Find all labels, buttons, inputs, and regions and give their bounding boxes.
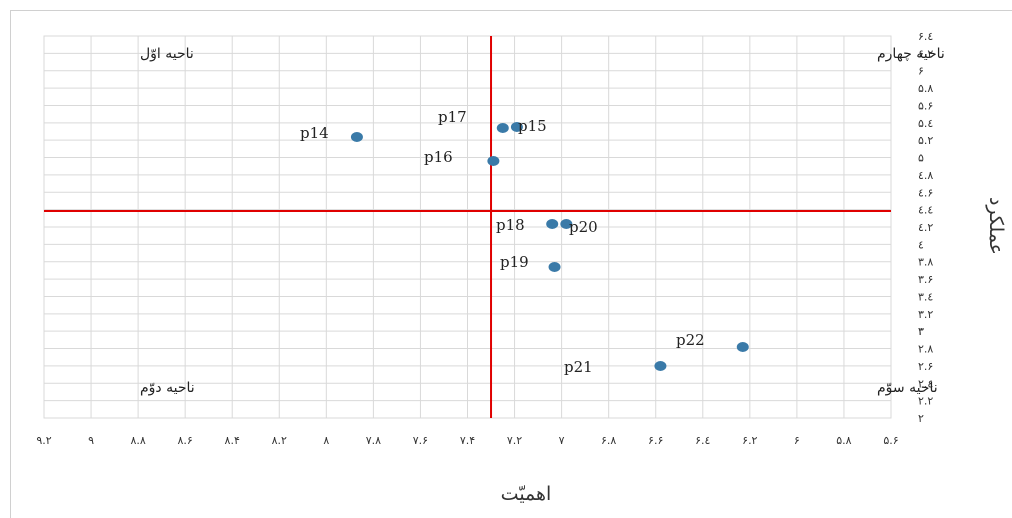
- y-tick-label: ۵.٤: [918, 117, 933, 130]
- y-tick-label: ۲.۲: [918, 395, 933, 408]
- y-tick-label: ٤: [918, 238, 924, 251]
- x-tick-label: ۶.۸: [601, 434, 616, 447]
- data-point-p16: [487, 156, 500, 166]
- quadrant-label-top-right: ناحیه چهارم: [877, 46, 945, 62]
- y-tick-label: ۲.۶: [918, 360, 933, 373]
- data-point-p22: [736, 342, 749, 352]
- y-axis-ticks: ۶.٤ ۶.۲ ۶ ۵.۸ ۵.۶ ۵.٤ ۵.۲ ۵ ٤.۸ ٤.۶ ٤.٤ ٤.۲ ٤ ۳.۸ ۳.۶ ۳…: [918, 30, 933, 425]
- y-tick-label: ۵.۲: [918, 134, 933, 147]
- y-tick-label: ۲.٤: [918, 377, 933, 390]
- y-tick-label: ۶.٤: [918, 30, 933, 43]
- x-tick-label: ۸.۶: [178, 434, 193, 447]
- y-tick-label: ۳.٤: [918, 290, 933, 303]
- x-tick-label: ۸.۲: [272, 434, 287, 447]
- data-point-p20: [560, 219, 573, 229]
- x-tick-label: ۹.۲: [36, 434, 51, 447]
- y-tick-label: ٤.۶: [918, 186, 933, 199]
- x-axis-title: اهمیّت: [501, 483, 552, 505]
- data-label-p20: p20: [569, 218, 598, 236]
- data-label-p18: p18: [496, 216, 525, 234]
- x-tick-label: ۵.۸: [836, 434, 851, 447]
- quadrant-label-bottom-left: ناحیه دوّم: [140, 380, 195, 396]
- y-tick-label: ٤.۸: [918, 169, 933, 182]
- x-tick-label: ۶.٤: [695, 434, 710, 447]
- data-points: p14 p15 p16 p17 p18 p19 p20 p21 p22: [300, 108, 749, 376]
- x-axis-ticks: ۹.۲ ۹ ۸.۸ ۸.۶ ۸.۴ ۸.۲ ۸ ۷.۸ ۷.۶ ۷.۴ ۷.۲ ۷ ۶.۸ ۶.۶ ۶.٤ ۶…: [36, 434, 898, 447]
- x-tick-label: ۷.۸: [366, 434, 381, 447]
- quadrant-label-bottom-right: ناحیه سوّم: [877, 380, 938, 396]
- y-tick-label: ۳: [918, 325, 924, 338]
- grid: [43, 35, 892, 419]
- y-axis-title: عملکرد: [985, 197, 1007, 255]
- data-label-p22: p22: [676, 331, 705, 349]
- quadrant-dividers: [44, 36, 891, 418]
- data-point-p17: [496, 123, 509, 133]
- y-tick-label: ٤.٤: [918, 204, 933, 217]
- y-tick-label: ۵.۶: [918, 99, 933, 112]
- data-point-p15: [510, 122, 523, 132]
- data-label-p14: p14: [300, 124, 329, 142]
- y-tick-label: ۲: [918, 412, 924, 425]
- x-tick-label: ۶: [794, 434, 800, 447]
- data-point-p19: [548, 262, 561, 272]
- x-tick-label: ۵.۶: [883, 434, 898, 447]
- y-tick-label: ٤.۲: [918, 221, 933, 234]
- y-tick-label: ۵.۸: [918, 82, 933, 95]
- y-tick-label: ۳: [918, 325, 924, 338]
- x-tick-label: ۶.۶: [648, 434, 663, 447]
- y-tick-label: ۶: [918, 65, 924, 78]
- x-tick-label: ۷.۲: [507, 434, 522, 447]
- data-point-p21: [654, 361, 667, 371]
- chart-frame: [10, 10, 1012, 518]
- x-tick-label: ۸: [323, 434, 329, 447]
- y-tick-label: ۳.۸: [918, 256, 933, 269]
- y-tick-label: ۳.۶: [918, 273, 933, 286]
- quadrant-label-top-left: ناحیه اوّل: [140, 46, 194, 62]
- data-label-p17: p17: [438, 108, 467, 126]
- data-label-p16: p16: [424, 148, 453, 166]
- x-tick-label: ۷.۴: [460, 434, 475, 447]
- data-point-p18: [546, 219, 559, 229]
- x-tick-label: ۶.۲: [742, 434, 757, 447]
- y-tick-label: ۶.۲: [918, 47, 933, 60]
- y-tick-label: ۵: [918, 152, 924, 165]
- x-tick-label: ۷: [559, 434, 565, 447]
- x-tick-label: ۹: [88, 434, 94, 447]
- y-tick-label: ۳.۲: [918, 308, 933, 321]
- x-tick-label: ۸.۴: [225, 434, 240, 447]
- data-point-p14: [350, 132, 363, 142]
- data-label-p21: p21: [564, 358, 593, 376]
- data-label-p19: p19: [500, 253, 529, 271]
- data-label-p15: p15: [518, 117, 547, 135]
- x-tick-label: ۷.۶: [413, 434, 428, 447]
- x-tick-label: ۸.۸: [130, 434, 145, 447]
- y-tick-label: ۲.۸: [918, 343, 933, 356]
